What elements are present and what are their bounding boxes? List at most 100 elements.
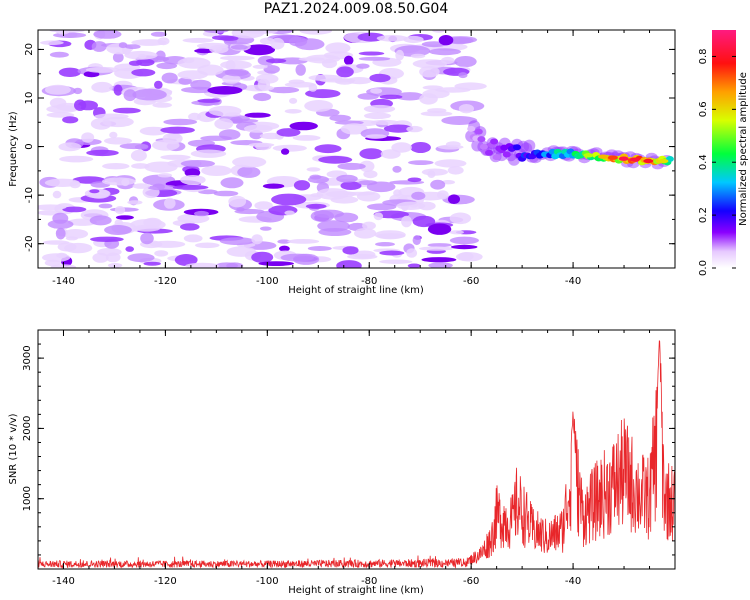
noise-blob [358,56,391,61]
noise-blob [62,229,89,239]
noise-blob [458,72,468,79]
noise-blob [336,260,362,268]
noise-blob [40,40,64,45]
y-tick-label: 2000 [22,416,33,441]
noise-blob [392,165,402,173]
noise-blob [230,44,248,50]
x-tick-label: -120 [154,276,177,287]
noise-blob [428,262,453,268]
noise-blob [113,84,123,96]
y-tick-label: 0 [24,143,35,149]
noise-blob [268,86,300,94]
noise-blob [432,30,446,33]
noise-blob [342,246,359,255]
noise-blob [343,55,354,66]
signal-cell [467,125,476,132]
noise-blob [42,240,70,245]
noise-blob [183,234,203,243]
noise-blob [164,197,176,209]
noise-blob [428,48,461,56]
noise-blob [55,227,66,240]
noise-blob [255,143,272,151]
noise-blob [374,230,406,240]
x-tick-label: -140 [52,576,75,587]
signal-cell [479,143,488,150]
noise-blob [304,100,333,112]
signal-cell [474,128,483,135]
noise-blob [38,204,67,211]
noise-blob [244,124,273,133]
snr-panel: -140 -120 -100 -80 -60 -40 1000 2000 3000 Heigh… [8,329,676,596]
noise-blob [447,166,464,175]
noise-blob [316,188,349,200]
noise-blob [52,190,62,199]
y-tick-label: 10 [24,92,35,105]
noise-blob [123,89,137,102]
noise-blob [251,234,263,245]
noise-blob [180,223,200,231]
noise-blob [380,149,401,159]
noise-blob [104,137,132,145]
x-tick-label: -80 [361,276,377,287]
noise-blob [308,83,318,92]
noise-blob [180,160,215,168]
snr-y-axis: 1000 2000 3000 [22,329,675,556]
noise-blob [427,223,452,235]
noise-blob [46,105,78,114]
noise-blob [421,168,448,176]
noise-blob [427,108,447,113]
noise-blob [127,253,155,263]
noise-blob [284,210,295,216]
noise-blob [125,246,134,252]
noise-blob [449,212,472,225]
colorbar-tick-label: 0.2 [698,207,709,223]
noise-blob [93,30,122,39]
noise-blob [157,173,173,178]
noise-blob [418,201,436,211]
noise-blob [259,37,275,45]
noise-blob [449,236,479,245]
noise-blob [101,177,136,186]
snr-plot-area [38,330,675,569]
snr-x-label: Height of straight line (km) [288,585,424,596]
colorbar-tick-label: 0.6 [698,101,709,117]
noise-blob [370,119,399,125]
signal-halo [523,139,536,152]
noise-blob [185,262,220,268]
spectrogram-y-axis: -20 -10 0 10 20 [24,43,675,269]
noise-blob [115,215,134,220]
noise-blob [318,228,352,236]
y-tick-label: -10 [24,187,35,203]
noise-blob [144,161,178,173]
signal-peak [658,158,669,164]
noise-blob [407,263,421,268]
noise-blob [197,98,221,103]
y-tick-label: 1000 [22,486,33,511]
noise-blob [458,104,474,114]
noise-blob [358,51,385,56]
signal-cell [477,136,486,143]
noise-blob [422,85,443,90]
signal-cell [502,151,511,158]
snr-x-axis: -140 -120 -100 -80 -60 -40 [37,330,676,587]
noise-blob [299,30,332,35]
noise-blob [403,35,424,44]
spectrogram-x-axis: -140 -120 -100 -80 -60 -40 [37,30,676,287]
noise-blob [49,30,85,33]
noise-blob [196,42,229,50]
noise-blob [295,64,306,76]
noise-blob [412,59,448,69]
noise-blob [450,244,478,250]
noise-blob [213,190,239,197]
noise-blob [294,38,325,51]
signal-peak [607,155,618,160]
colorbar-tick-label: 0.8 [698,48,709,64]
y-tick-label: 20 [24,43,35,56]
noise-blob [58,142,82,152]
y-tick-label: 3000 [22,345,33,370]
noise-blob [365,134,387,139]
noise-blob [293,180,311,191]
noise-blob [306,167,321,172]
noise-blob [281,148,290,155]
noise-blob [251,251,274,263]
